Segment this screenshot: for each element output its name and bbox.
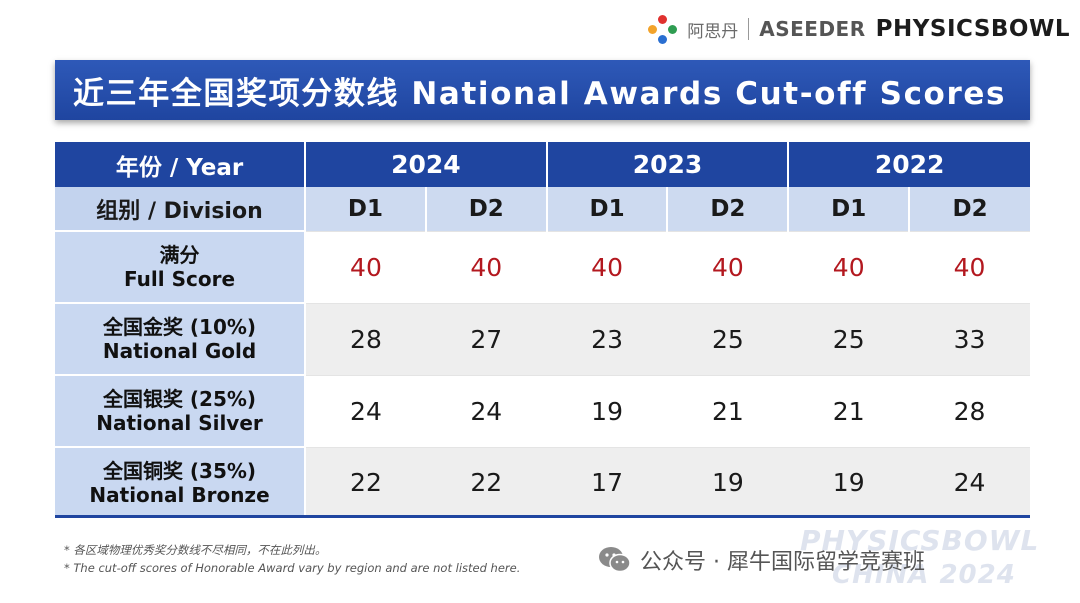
row-label-en: National Silver	[96, 411, 263, 435]
row-label-en: National Gold	[102, 339, 257, 363]
table-row-full-score: 满分 Full Score 40 40 40 40 40 40	[55, 230, 1030, 303]
cn-brand-logo: 阿思丹	[687, 21, 739, 42]
row-label-en: Full Score	[124, 267, 236, 291]
year-header: 年份 / Year	[55, 142, 307, 187]
score-cell: 33	[909, 302, 1030, 375]
wechat-icon	[599, 547, 631, 573]
year-2022: 2022	[788, 142, 1030, 187]
table-row-bronze: 全国铜奖 (35%) National Bronze 22 22 17 19 1…	[55, 446, 1030, 518]
footnote-en: * The cut-off scores of Honorable Award …	[64, 561, 521, 575]
score-cell: 22	[305, 446, 426, 518]
score-cell: 40	[305, 230, 426, 303]
wechat-attribution: 公众号 · 犀牛国际留学竞赛班	[598, 544, 925, 576]
row-label-cn: 全国金奖 (10%)	[102, 314, 257, 339]
year-header-row: 年份 / Year 2024 2023 2022	[55, 142, 1030, 187]
score-cell: 40	[546, 230, 668, 303]
table-row-gold: 全国金奖 (10%) National Gold 28 27 23 25 25 …	[55, 302, 1030, 375]
row-label-en: National Bronze	[89, 483, 270, 507]
score-cell: 21	[667, 374, 789, 447]
division-header: 组别 / Division	[55, 187, 307, 231]
cutoff-scores-table: 年份 / Year 2024 2023 2022 组别 / Division D…	[55, 142, 1030, 518]
page-title: 近三年全国奖项分数线 National Awards Cut-off Score…	[55, 60, 1030, 120]
score-cell: 25	[788, 302, 910, 375]
score-cell: 40	[788, 230, 910, 303]
score-cell: 28	[305, 302, 426, 375]
row-label-cn: 全国铜奖 (35%)	[102, 458, 257, 483]
score-cell: 21	[788, 374, 910, 447]
aseeder-logo: ASEEDER	[759, 17, 866, 41]
score-cell: 28	[909, 374, 1030, 447]
wechat-account-name: 公众号 · 犀牛国际留学竞赛班	[640, 550, 925, 575]
watermark-physicsbowl: PHYSICSBOWL	[800, 524, 1040, 557]
division-header-row: 组别 / Division D1 D2 D1 D2 D1 D2	[55, 187, 1030, 231]
row-label-cn: 满分	[159, 242, 200, 267]
score-cell: 40	[909, 230, 1030, 303]
row-label: 全国铜奖 (35%) National Bronze	[55, 446, 307, 518]
division-cell: D1	[546, 187, 669, 231]
aseeder-logo-icon	[647, 14, 678, 44]
division-cell: D1	[305, 187, 427, 231]
score-cell: 25	[667, 302, 789, 375]
physicsbowl-logo: PHYSICSBOWL	[875, 16, 1070, 42]
score-cell: 24	[909, 446, 1030, 518]
score-cell: 23	[546, 302, 668, 375]
score-cell: 17	[546, 446, 668, 518]
score-cell: 24	[305, 374, 426, 447]
division-cell: D2	[425, 187, 548, 231]
score-cell: 24	[425, 374, 547, 447]
score-cell: 19	[788, 446, 910, 518]
row-label: 全国银奖 (25%) National Silver	[55, 374, 307, 447]
division-cell: D2	[909, 187, 1030, 231]
score-cell: 19	[546, 374, 668, 447]
year-2024: 2024	[305, 142, 548, 187]
row-label: 满分 Full Score	[55, 230, 307, 303]
footnote-cn: * 各区域物理优秀奖分数线不尽相同，不在此列出。	[64, 543, 327, 557]
division-cell: D2	[667, 187, 790, 231]
score-cell: 40	[425, 230, 547, 303]
brand-logos: 阿思丹 ASEEDER PHYSICSBOWL	[647, 12, 1070, 46]
watermark-china: CHINA 2024	[832, 560, 1016, 590]
row-label-cn: 全国银奖 (25%)	[102, 386, 257, 411]
table-row-silver: 全国银奖 (25%) National Silver 24 24 19 21 2…	[55, 374, 1030, 447]
year-2023: 2023	[546, 142, 790, 187]
logo-divider	[748, 18, 750, 40]
row-label: 全国金奖 (10%) National Gold	[55, 302, 307, 375]
division-cell: D1	[788, 187, 911, 231]
score-cell: 22	[425, 446, 547, 518]
score-cell: 27	[425, 302, 547, 375]
score-cell: 40	[667, 230, 789, 303]
footnotes: * 各区域物理优秀奖分数线不尽相同，不在此列出。 * The cut-off s…	[64, 541, 520, 577]
score-cell: 19	[667, 446, 789, 518]
table-bottom-rule	[55, 515, 1030, 518]
